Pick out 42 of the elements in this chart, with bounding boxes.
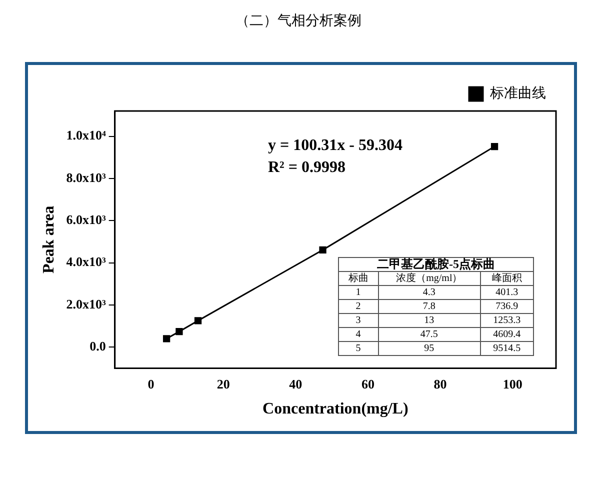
annotation: 4609.4 <box>480 328 534 342</box>
point <box>194 317 202 324</box>
annotation: y = 100.31x - 59.304 <box>268 136 402 156</box>
x-tick-label: 60 <box>361 376 374 392</box>
annotation: 浓度（mg/ml） <box>378 272 480 286</box>
annotation: 47.5 <box>378 328 480 342</box>
y-tick-label: 8.0x10³ <box>66 170 106 185</box>
annotation: 4.3 <box>378 286 480 300</box>
annotation: 95 <box>378 342 480 356</box>
y-tick-label: 1.0x10⁴ <box>66 128 106 143</box>
x-tick-label: 40 <box>289 376 302 392</box>
annotation: 4 <box>338 328 378 342</box>
point <box>319 246 326 254</box>
annotation: 9514.5 <box>480 342 534 356</box>
point <box>490 142 498 150</box>
annotation: 736.9 <box>480 300 534 314</box>
annotation: 5 <box>338 342 378 356</box>
point <box>176 328 183 336</box>
legend-label: 标准曲线 <box>489 86 546 102</box>
annotation: 13 <box>378 314 480 328</box>
annotation: 峰面积 <box>480 272 534 286</box>
annotation: 7.8 <box>378 300 480 314</box>
x-tick-label: 80 <box>434 376 447 392</box>
x-tick-label: 100 <box>502 376 522 392</box>
annotation: 3 <box>338 314 378 328</box>
y-tick-label: 2.0x10³ <box>66 296 106 312</box>
annotation: 1253.3 <box>480 314 534 328</box>
chart-title: （二）气相分析案例 <box>234 12 362 30</box>
point <box>162 335 170 342</box>
x-tick-label: 20 <box>216 376 230 392</box>
y-axis-title: Peak area <box>40 206 58 274</box>
x-tick-label: 0 <box>148 376 154 392</box>
annotation: 标曲 <box>338 272 378 286</box>
annotation: 1 <box>338 286 378 300</box>
annotation: R² = 0.9998 <box>268 158 346 178</box>
y-tick-label: 0.0 <box>90 338 106 354</box>
y-tick-label: 6.0x10³ <box>66 212 106 227</box>
y-tick-label: 4.0x10³ <box>66 254 106 270</box>
annotation: 2 <box>338 300 378 314</box>
annotation: 401.3 <box>480 286 534 300</box>
annotation: 二甲基乙酰胺-5点标曲 <box>338 257 534 272</box>
x-axis-title: Concentration(mg/L) <box>262 400 408 418</box>
